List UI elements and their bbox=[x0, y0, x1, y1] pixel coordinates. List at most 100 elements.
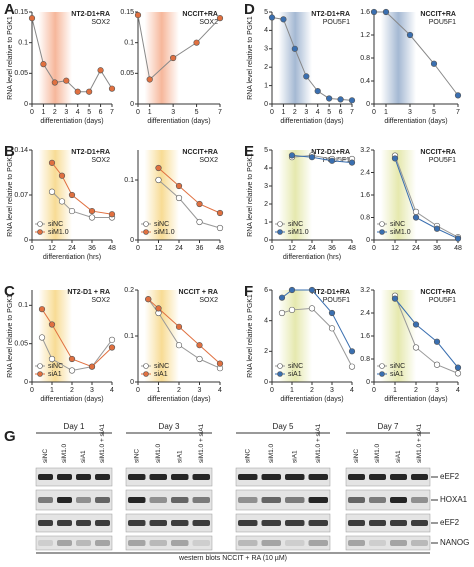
chart-title: NT2-D1+RA bbox=[311, 11, 350, 18]
blot-band bbox=[348, 520, 365, 526]
x-tick-label: 7 bbox=[110, 109, 114, 116]
data-point bbox=[86, 88, 93, 95]
x-tick-label: 6 bbox=[99, 109, 103, 116]
y-tick-label: 0 bbox=[366, 101, 370, 108]
blot-membrane bbox=[235, 513, 331, 533]
chart-subtitle: POU5F1 bbox=[323, 157, 350, 164]
data-point bbox=[63, 77, 70, 84]
legend-marker bbox=[379, 221, 385, 227]
blot-band bbox=[149, 520, 167, 526]
x-tick-label: 1 bbox=[393, 387, 397, 394]
data-point bbox=[196, 200, 203, 208]
data-point bbox=[155, 305, 162, 312]
blot-band bbox=[149, 474, 167, 480]
chart-title: NT2-D1+RA bbox=[311, 289, 350, 296]
data-point bbox=[308, 286, 316, 294]
y-tick-label: 4 bbox=[264, 27, 268, 34]
data-point bbox=[58, 198, 66, 205]
blot-caption: western blots NCCIT + RA (10 µM) bbox=[178, 555, 287, 562]
y-axis-label: RNA level relative to PGK1 bbox=[7, 294, 14, 378]
data-point bbox=[280, 16, 287, 23]
lane-label: siM1.0 bbox=[268, 443, 275, 463]
blot-band bbox=[128, 474, 146, 480]
x-tick-label: 3 bbox=[90, 387, 94, 394]
x-tick-label: 0 bbox=[30, 387, 34, 394]
data-line bbox=[394, 298, 459, 368]
x-tick-label: 4 bbox=[76, 109, 80, 116]
legend-label: siNC bbox=[48, 363, 63, 370]
blot-membrane bbox=[345, 513, 431, 533]
data-line bbox=[394, 295, 459, 374]
y-axis-label: RNA level relative to PGK1 bbox=[247, 153, 254, 237]
chart-subtitle: POU5F1 bbox=[323, 19, 350, 26]
data-point bbox=[88, 207, 96, 215]
y-tick-label: 0.05 bbox=[120, 70, 134, 77]
x-tick-label: 0 bbox=[270, 245, 274, 252]
x-axis-label: differentiation (days) bbox=[280, 396, 343, 403]
blot-band bbox=[57, 497, 72, 503]
blot-band bbox=[369, 474, 386, 480]
data-point bbox=[391, 155, 399, 162]
blot-band bbox=[76, 540, 91, 546]
x-tick-label: 1 bbox=[157, 387, 161, 394]
panel-letter: G bbox=[4, 428, 16, 445]
panel-letter: A bbox=[4, 1, 15, 18]
data-point bbox=[412, 214, 420, 221]
y-tick-label: 0.8 bbox=[360, 214, 370, 221]
data-point bbox=[38, 334, 46, 341]
y-tick-label: 2 bbox=[264, 64, 268, 71]
y-tick-label: 0.07 bbox=[14, 192, 28, 199]
legend-marker bbox=[143, 371, 149, 377]
blot-band bbox=[57, 520, 72, 526]
y-tick-label: 0.2 bbox=[124, 287, 134, 294]
chart-subtitle: SOX2 bbox=[199, 157, 218, 164]
x-axis-label: differentiation (days) bbox=[384, 118, 447, 125]
data-point bbox=[328, 309, 336, 317]
blot-band bbox=[128, 540, 146, 546]
data-point bbox=[382, 8, 390, 16]
data-point bbox=[108, 85, 116, 92]
legend-label: siNC bbox=[48, 221, 63, 228]
data-point bbox=[193, 39, 200, 46]
blot-membrane bbox=[35, 513, 113, 533]
blot-band bbox=[192, 497, 210, 503]
data-point bbox=[74, 88, 81, 95]
data-point bbox=[38, 306, 46, 313]
data-point bbox=[454, 235, 462, 242]
legend-marker bbox=[37, 221, 43, 227]
y-tick-label: 0.14 bbox=[14, 147, 28, 154]
blot-band bbox=[238, 474, 258, 480]
row-label: NANOG bbox=[440, 538, 469, 547]
blot-band bbox=[76, 497, 91, 503]
legend-marker bbox=[37, 371, 43, 377]
row-label: HOXA1 bbox=[440, 495, 468, 504]
data-point bbox=[328, 157, 336, 164]
data-point bbox=[28, 15, 36, 22]
lane-label: siM1.0 bbox=[155, 443, 162, 463]
x-tick-label: 6 bbox=[339, 109, 343, 116]
blot-band bbox=[285, 520, 305, 526]
panel-letter: E bbox=[244, 143, 254, 160]
blot-band bbox=[308, 474, 328, 480]
chart-subtitle: POU5F1 bbox=[429, 157, 456, 164]
day-label: Day 7 bbox=[378, 422, 399, 431]
data-point bbox=[48, 159, 56, 166]
blot-band bbox=[308, 520, 328, 526]
x-tick-label: 48 bbox=[216, 245, 224, 252]
x-axis-label: differentiation (days) bbox=[40, 118, 103, 125]
data-point bbox=[278, 294, 286, 301]
blot-membrane bbox=[345, 535, 431, 551]
x-tick-label: 5 bbox=[87, 109, 91, 116]
x-tick-label: 12 bbox=[48, 245, 56, 252]
chart-title: NCCIT+RA bbox=[420, 149, 456, 156]
data-point bbox=[175, 342, 183, 349]
legend-label: siNC bbox=[390, 221, 405, 228]
x-tick-label: 3 bbox=[408, 109, 412, 116]
data-point bbox=[430, 60, 438, 67]
x-tick-label: 0 bbox=[30, 109, 34, 116]
legend-marker bbox=[277, 363, 283, 369]
y-tick-label: 0.1 bbox=[124, 40, 134, 47]
data-point bbox=[97, 67, 104, 74]
data-point bbox=[454, 364, 462, 371]
